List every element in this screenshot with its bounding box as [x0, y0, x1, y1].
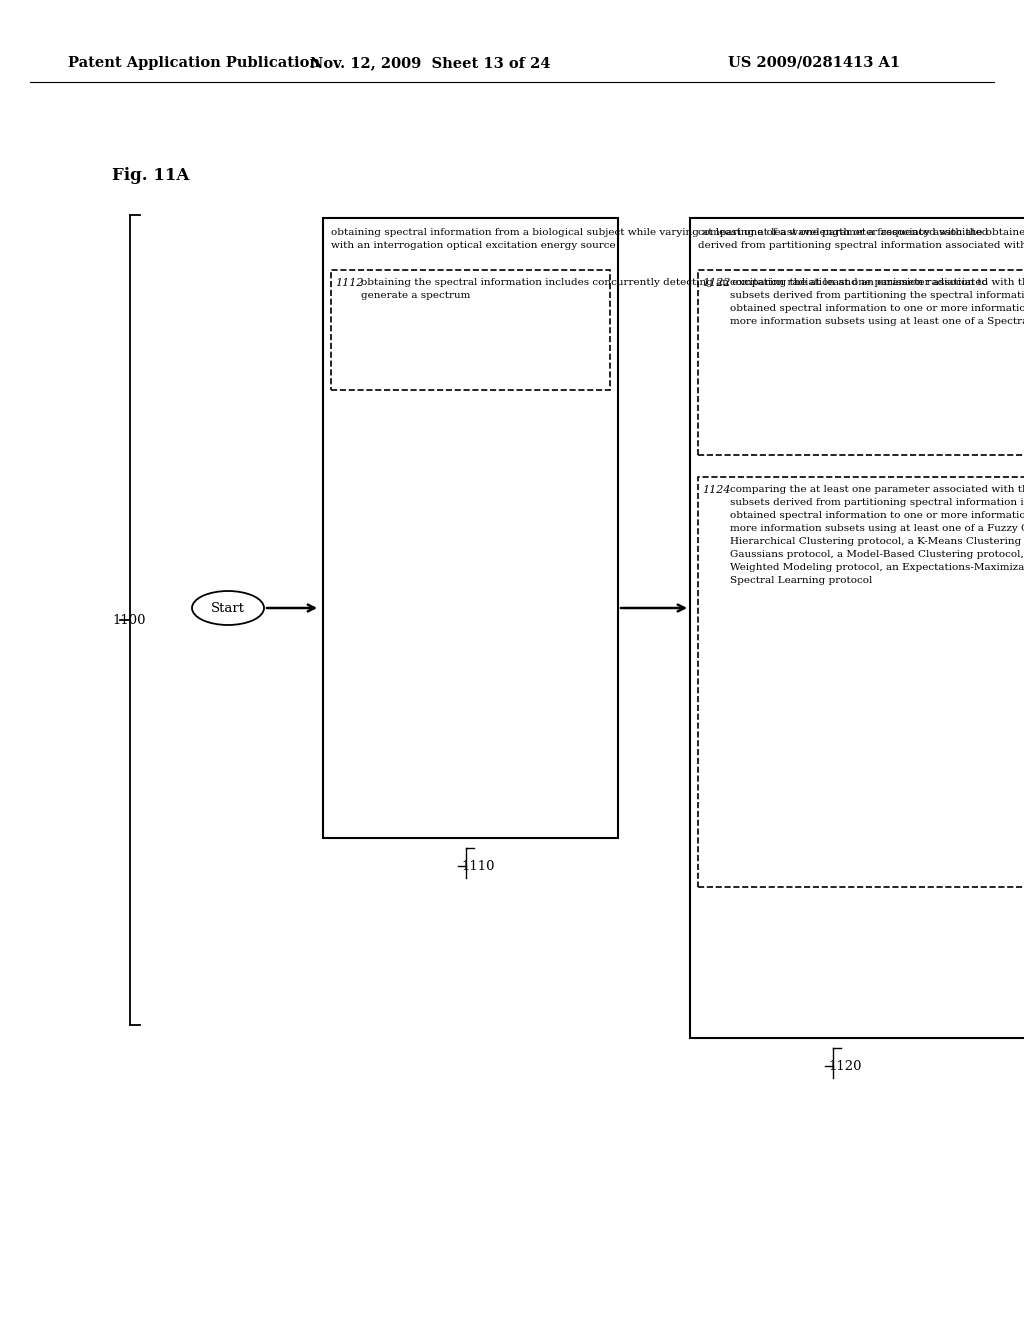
Ellipse shape: [193, 591, 264, 624]
Text: 1124: 1124: [702, 484, 730, 495]
Text: comparing at least one parameter associated with the obtained spectral informati: comparing at least one parameter associa…: [698, 228, 1024, 238]
Text: 1122: 1122: [702, 279, 730, 288]
Text: Spectral Learning protocol: Spectral Learning protocol: [730, 576, 872, 585]
Text: with an interrogation optical excitation energy source: with an interrogation optical excitation…: [331, 242, 615, 249]
Text: more information subsets using at least one of a Fuzzy C-Means Clustering protoc: more information subsets using at least …: [730, 524, 1024, 533]
FancyBboxPatch shape: [323, 218, 618, 838]
Text: Gaussians protocol, a Model-Based Clustering protocol, a Partitional protocol, a: Gaussians protocol, a Model-Based Cluste…: [730, 550, 1024, 558]
Text: Hierarchical Clustering protocol, a K-Means Clustering protocol, a Locality-Sens: Hierarchical Clustering protocol, a K-Me…: [730, 537, 1024, 546]
Text: subsets derived from partitioning the spectral information includes comparing th: subsets derived from partitioning the sp…: [730, 290, 1024, 300]
Text: more information subsets using at least one of a Spectral Clustering protocol or: more information subsets using at least …: [730, 317, 1024, 326]
FancyBboxPatch shape: [690, 218, 1024, 1038]
Text: derived from partitioning spectral information associated with the biological su: derived from partitioning spectral infor…: [698, 242, 1024, 249]
Text: comparing the at least one parameter associated with the obtained spectral infor: comparing the at least one parameter ass…: [730, 484, 1024, 494]
FancyBboxPatch shape: [698, 271, 1024, 455]
Text: Start: Start: [211, 602, 245, 615]
Text: 1120: 1120: [828, 1060, 862, 1072]
Text: obtaining the spectral information includes concurrently detecting an excitation: obtaining the spectral information inclu…: [361, 279, 988, 286]
Text: 1100: 1100: [112, 614, 145, 627]
Text: comparing the at least one parameter associated with the obtained spectral infor: comparing the at least one parameter ass…: [730, 279, 1024, 286]
Text: obtained spectral information to one or more information subsets derived from gr: obtained spectral information to one or …: [730, 304, 1024, 313]
Text: subsets derived from partitioning spectral information includes comparing the at: subsets derived from partitioning spectr…: [730, 498, 1024, 507]
Text: obtaining spectral information from a biological subject while varying at least : obtaining spectral information from a bi…: [331, 228, 988, 238]
FancyBboxPatch shape: [698, 477, 1024, 887]
Text: obtained spectral information to one or more information subsets derived from gr: obtained spectral information to one or …: [730, 511, 1024, 520]
Text: Patent Application Publication: Patent Application Publication: [68, 55, 319, 70]
Text: generate a spectrum: generate a spectrum: [361, 290, 470, 300]
Text: US 2009/0281413 A1: US 2009/0281413 A1: [728, 55, 900, 70]
Text: Weighted Modeling protocol, an Expectations-Maximization protocol, a Principal C: Weighted Modeling protocol, an Expectati…: [730, 564, 1024, 572]
Text: Nov. 12, 2009  Sheet 13 of 24: Nov. 12, 2009 Sheet 13 of 24: [309, 55, 550, 70]
Text: 1112: 1112: [335, 279, 364, 288]
Text: 1110: 1110: [461, 859, 495, 873]
FancyBboxPatch shape: [331, 271, 610, 389]
Text: Fig. 11A: Fig. 11A: [112, 166, 189, 183]
